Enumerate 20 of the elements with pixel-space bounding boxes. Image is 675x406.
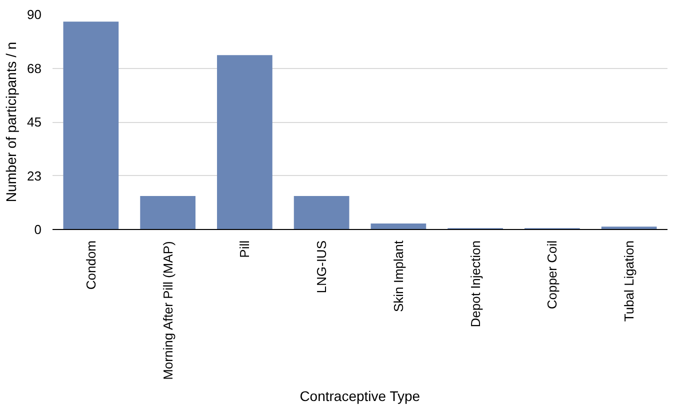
x-tick-label: Morning After Pill (MAP) [160,241,176,380]
y-tick-label: 0 [34,222,42,237]
bar [294,196,350,230]
bar [370,224,426,230]
y-tick-label: 23 [27,168,42,184]
y-tick-label: 45 [27,114,42,130]
bar [140,196,196,230]
x-tick-label: LNG-IUS [314,240,330,294]
y-tick-label: 90 [27,7,42,22]
y-axis-title: Number of participants / n [3,42,20,202]
x-axis-title: Contraceptive Type [300,388,420,404]
bar [63,22,119,230]
x-tick-label: Depot Injection [468,240,483,328]
x-tick-label: Condom [83,240,98,290]
x-tick-label: Skin Implant [390,240,406,312]
bar [217,55,272,230]
x-tick-label: Tubal Ligation [622,240,637,322]
x-tick-label: Pill [237,240,252,258]
x-tick-label: Copper Coil [544,240,560,310]
y-tick-label: 68 [27,60,42,76]
